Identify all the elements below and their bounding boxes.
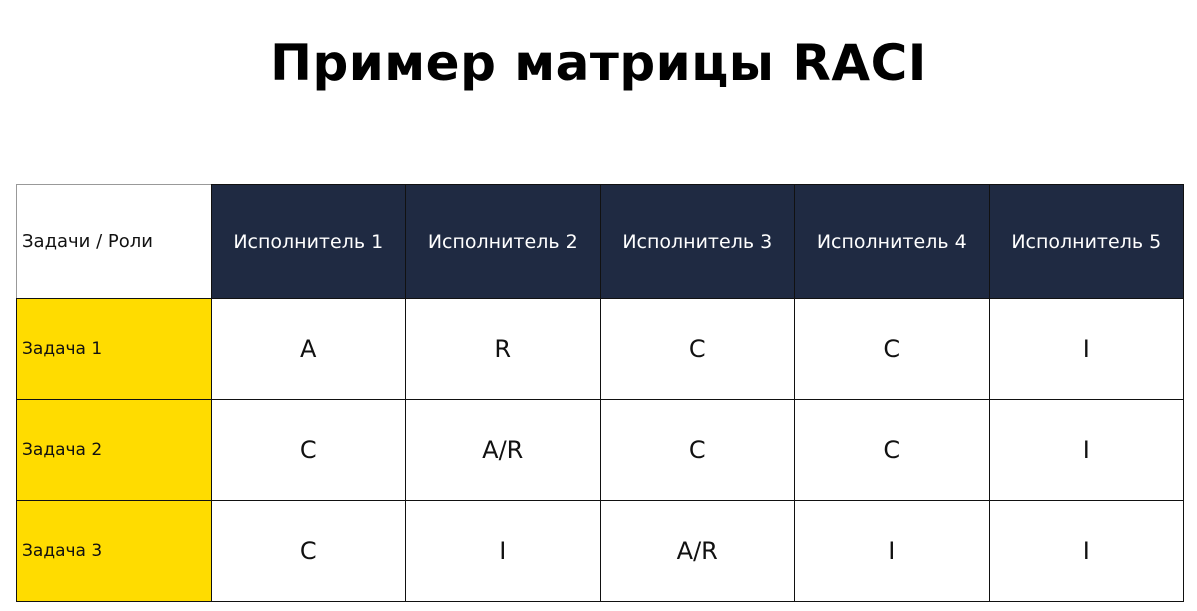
raci-cell: I [988,298,1184,400]
table-row: Задача 2 C A/R C C I [16,399,1184,501]
task-label: Задача 3 [16,500,212,602]
table-row: Задача 3 C I A/R I I [16,500,1184,602]
raci-cell: C [599,399,795,501]
raci-cell: C [210,500,406,602]
header-row: Задачи / Роли Исполнитель 1 Исполнитель … [16,184,1184,299]
raci-cell: C [599,298,795,400]
raci-matrix: Задачи / Роли Исполнитель 1 Исполнитель … [16,184,1184,602]
role-header: Исполнитель 4 [794,184,990,299]
raci-cell: C [794,399,990,501]
raci-cell: C [210,399,406,501]
raci-cell: I [988,399,1184,501]
role-header: Исполнитель 5 [988,184,1184,299]
raci-cell: C [794,298,990,400]
corner-header: Задачи / Роли [16,184,212,299]
table-row: Задача 1 A R C C I [16,298,1184,400]
task-label: Задача 2 [16,399,212,501]
role-header: Исполнитель 2 [405,184,601,299]
raci-cell: I [405,500,601,602]
raci-cell: A/R [599,500,795,602]
raci-cell: R [405,298,601,400]
task-label: Задача 1 [16,298,212,400]
raci-cell: I [988,500,1184,602]
page-title: Пример матрицы RACI [270,34,927,92]
role-header: Исполнитель 3 [599,184,795,299]
role-header: Исполнитель 1 [210,184,406,299]
raci-cell: A [210,298,406,400]
raci-cell: I [794,500,990,602]
raci-cell: A/R [405,399,601,501]
